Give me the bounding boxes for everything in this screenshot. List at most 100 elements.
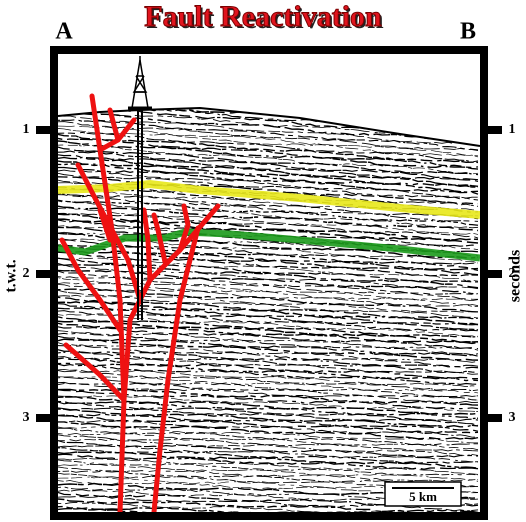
fault (59, 237, 123, 333)
reflector (58, 498, 479, 512)
reflector (58, 192, 479, 220)
reflector (58, 440, 479, 458)
reflector (58, 163, 479, 193)
reflector (58, 119, 479, 151)
reflector (58, 146, 479, 176)
reflector (58, 362, 479, 382)
reflector (58, 459, 479, 476)
reflector (58, 288, 479, 313)
fault (89, 93, 127, 515)
reflector (58, 115, 479, 145)
reflector (58, 464, 479, 481)
reflector (58, 495, 479, 512)
reflector (58, 326, 479, 350)
reflector (58, 453, 479, 470)
reflector (58, 290, 479, 313)
tick-mark (486, 414, 502, 422)
axis-label-left: t.w.t. (3, 259, 20, 292)
reflector (58, 238, 479, 265)
fault (151, 212, 168, 265)
reflector (58, 407, 479, 426)
reflector (58, 438, 479, 456)
reflector (58, 307, 479, 331)
reflector (58, 388, 479, 406)
tick-mark (36, 126, 52, 134)
axis-label-right: seconds (507, 250, 524, 302)
reflector (58, 303, 479, 326)
reflector (58, 505, 479, 512)
fault (109, 227, 143, 303)
reflector (58, 225, 479, 250)
reflector (58, 335, 479, 357)
ticks: 1 1 2 2 3 3 (23, 122, 516, 425)
reflector (58, 128, 479, 158)
reflector (58, 426, 478, 444)
reflector (58, 400, 479, 420)
reflector (58, 432, 479, 451)
reflector (58, 316, 479, 338)
fault (97, 207, 115, 243)
reflector (58, 144, 479, 175)
reflector (58, 133, 479, 164)
reflector (58, 131, 479, 163)
label-b: B (460, 19, 476, 45)
reflector (58, 434, 479, 452)
reflector (58, 457, 479, 475)
fault (107, 107, 121, 143)
fault (141, 207, 153, 283)
reflector (58, 218, 479, 244)
reflector (58, 491, 479, 507)
derrick (128, 56, 152, 320)
reflector (58, 156, 479, 187)
reflector (58, 294, 479, 319)
reflector (58, 238, 479, 264)
reflector (58, 112, 479, 144)
tick-label: 3 (23, 410, 30, 425)
reflector (58, 212, 479, 239)
reflector (58, 395, 479, 412)
reflector (58, 486, 479, 501)
reflector (58, 150, 479, 181)
reflector (58, 207, 479, 235)
reflector (58, 427, 478, 446)
reflector (58, 176, 479, 205)
tick-label: 1 (509, 122, 516, 137)
tick-mark (36, 270, 52, 278)
tick-label: 2 (509, 266, 516, 281)
reflector (58, 421, 479, 440)
reflector (58, 466, 479, 482)
tick-label: 2 (23, 266, 30, 281)
tick-mark (486, 126, 502, 134)
reflector (58, 413, 479, 432)
reflector (58, 194, 479, 222)
reflector (58, 154, 479, 182)
tick-label: 1 (23, 122, 30, 137)
title: Fault Reactivation (144, 0, 382, 33)
reflector (58, 501, 479, 512)
reflector (58, 137, 479, 169)
reflector (58, 200, 479, 229)
reflector (58, 205, 479, 232)
reflector (58, 199, 479, 226)
reflector (58, 408, 479, 428)
surface (57, 106, 481, 147)
scale-label: 5 km (409, 489, 437, 504)
reflector (58, 480, 479, 495)
reflector (58, 169, 478, 199)
reflector (58, 269, 479, 295)
tick-mark (36, 414, 52, 422)
reflector (58, 451, 479, 470)
reflector (58, 310, 479, 332)
reflector (58, 300, 479, 326)
reflector (58, 349, 479, 369)
reflector (58, 389, 479, 410)
fault (177, 203, 191, 253)
tick-mark (486, 270, 502, 278)
fault (63, 342, 127, 403)
reflector (58, 284, 479, 307)
faults (59, 93, 221, 515)
reflector (58, 244, 479, 270)
tick-label: 3 (509, 410, 516, 425)
reflector (58, 396, 479, 416)
